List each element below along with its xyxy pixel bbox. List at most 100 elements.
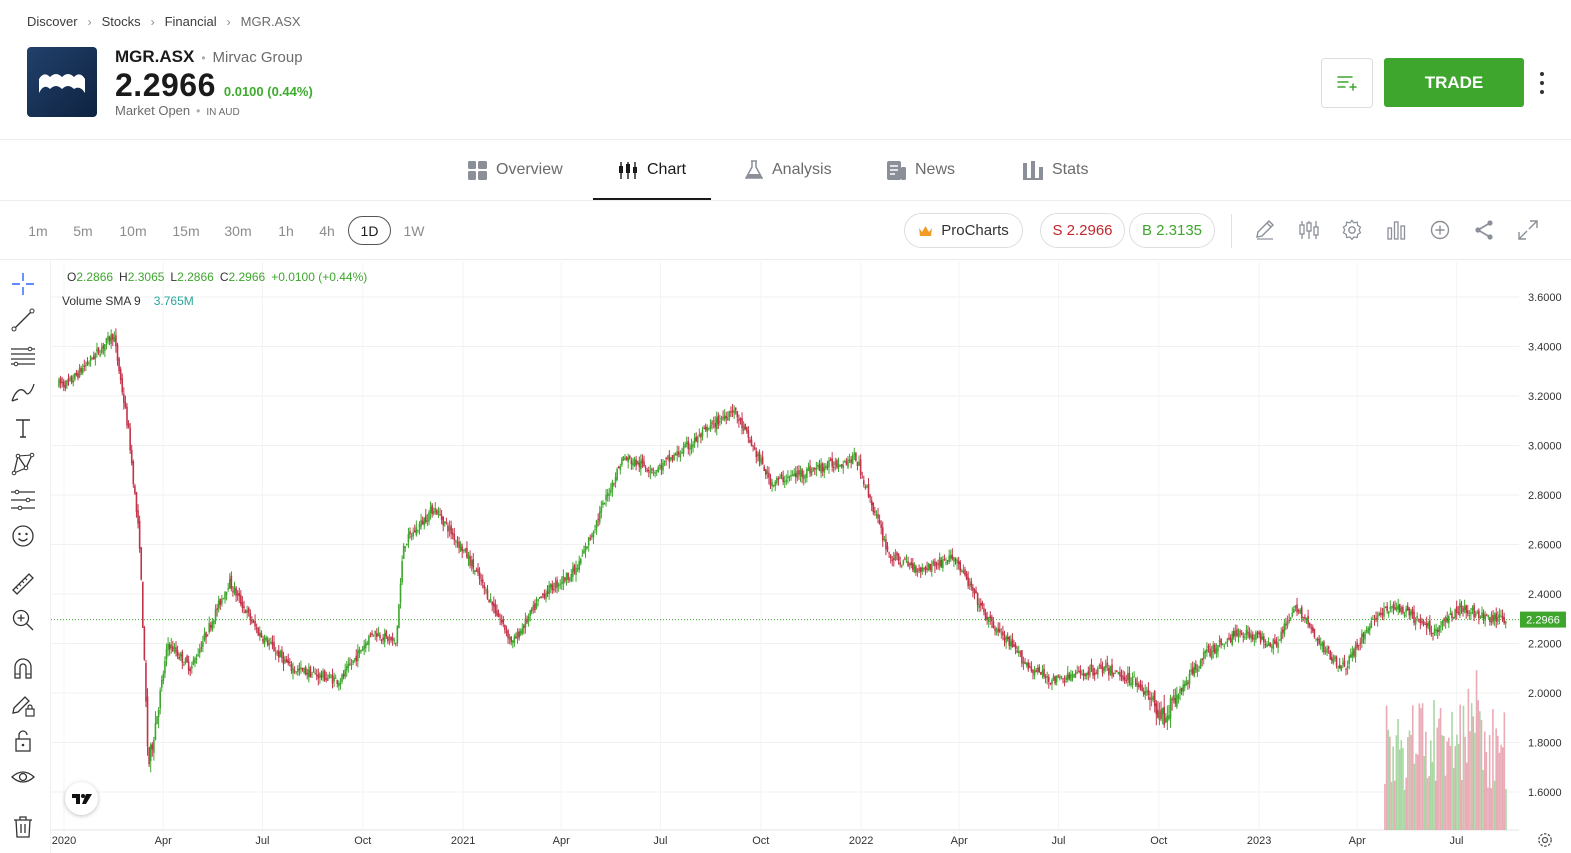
interval-1m[interactable]: 1m (28, 222, 48, 239)
candle-body (706, 427, 709, 432)
magnet-icon[interactable] (9, 655, 37, 683)
candle-body (455, 540, 457, 542)
candle-body (246, 610, 248, 613)
candle-body (997, 628, 999, 632)
candle-body (614, 477, 617, 483)
add-circle-icon[interactable] (1428, 218, 1452, 242)
brush-icon[interactable] (9, 378, 37, 406)
candle-body (678, 451, 680, 455)
text-icon[interactable] (9, 414, 37, 442)
volume-bar (1503, 712, 1506, 830)
candle-body (1280, 631, 1283, 641)
candle-body (1236, 629, 1238, 636)
trend-line-icon[interactable] (9, 306, 37, 334)
price-chart[interactable]: 3.6000 3.4000 3.2000 3.0000 2.8000 2.6000 2.40… (51, 262, 1571, 853)
candle-body (1497, 616, 1499, 622)
breadcrumb-stocks[interactable]: Stocks (101, 14, 141, 29)
interval-1d[interactable]: 1D (348, 216, 391, 245)
candle-body (1337, 666, 1339, 668)
candle-body (323, 670, 326, 681)
candle-body (66, 380, 68, 386)
candle-body (361, 648, 364, 652)
forecast-icon[interactable] (9, 486, 37, 514)
candle-body (319, 673, 321, 678)
candle-body (1389, 607, 1392, 610)
tab-analysis[interactable]: Analysis (745, 140, 832, 200)
candle-body (1108, 668, 1110, 676)
candle-body (88, 362, 90, 364)
breadcrumb-financial[interactable]: Financial (164, 14, 217, 29)
lock-icon[interactable] (9, 727, 37, 755)
ruler-icon[interactable] (9, 570, 37, 598)
candle-body (888, 552, 890, 554)
candle-body (1462, 607, 1464, 613)
procharts-button[interactable]: ProCharts (904, 213, 1023, 248)
candle-body (461, 546, 463, 552)
tab-label: Chart (647, 161, 687, 178)
fullscreen-icon[interactable] (1516, 218, 1540, 242)
candle-body (1059, 676, 1061, 679)
candle-body (546, 591, 549, 594)
candle-body (1394, 607, 1396, 610)
interval-4h[interactable]: 4h (319, 222, 335, 239)
lock-pencil-icon[interactable] (9, 691, 37, 719)
more-vertical-icon[interactable] (1535, 70, 1549, 96)
candle-body (962, 570, 965, 573)
candle-body (659, 465, 661, 467)
sell-price-button[interactable]: S 2.2966 (1040, 213, 1125, 248)
volume-bar (1449, 746, 1452, 830)
candle-body (1070, 673, 1072, 681)
candle-body (330, 676, 332, 678)
candle-body (1357, 644, 1360, 646)
interval-15m[interactable]: 15m (172, 222, 200, 239)
tradingview-logo-icon[interactable] (65, 782, 98, 815)
add-to-watchlist-button[interactable] (1321, 58, 1373, 108)
zoom-in-icon[interactable] (9, 606, 37, 634)
chart-settings-icon[interactable] (1537, 832, 1553, 848)
candle-body (1263, 636, 1265, 643)
breadcrumb-discover[interactable]: Discover (27, 14, 78, 29)
pencil-icon[interactable] (1253, 218, 1277, 242)
candle-body (776, 477, 778, 484)
chevron-right-icon: › (150, 14, 155, 29)
candle-body (225, 591, 228, 595)
interval-1w[interactable]: 1W (403, 222, 425, 239)
interval-5m[interactable]: 5m (73, 222, 93, 239)
candle-body (1141, 684, 1143, 692)
candle-body (271, 641, 274, 646)
candle-body (747, 430, 750, 438)
tab-stats[interactable]: Stats (1023, 140, 1088, 200)
settings-icon[interactable] (1340, 218, 1364, 242)
candle-body (889, 555, 892, 559)
horizontal-lines-icon[interactable] (9, 342, 37, 370)
candle-body (908, 563, 911, 566)
candle-body (1441, 621, 1444, 626)
legend-low-value: 2.2866 (177, 270, 214, 284)
crosshair-icon[interactable] (9, 270, 37, 298)
bars-icon[interactable] (1384, 218, 1408, 242)
volume-bar (1392, 746, 1394, 830)
tab-overview[interactable]: Overview (468, 140, 563, 200)
candle-body (110, 334, 112, 344)
share-icon[interactable] (1472, 218, 1496, 242)
interval-10m[interactable]: 10m (119, 222, 147, 239)
candle-body (829, 459, 832, 461)
candle-body (458, 541, 460, 548)
buy-price-button[interactable]: B 2.3135 (1129, 213, 1215, 248)
tab-news[interactable]: News (887, 140, 955, 200)
eye-icon[interactable] (9, 763, 37, 791)
breadcrumb: Discover › Stocks › Financial › MGR.ASX (27, 14, 301, 29)
candle-body (1229, 638, 1232, 643)
trade-button[interactable]: TRADE (1384, 58, 1524, 107)
trash-icon[interactable] (9, 813, 37, 841)
interval-30m[interactable]: 30m (224, 222, 252, 239)
candle-body (600, 507, 603, 513)
emoji-icon[interactable] (9, 522, 37, 550)
indicators-icon[interactable] (1297, 218, 1321, 242)
tab-chart[interactable]: Chart (592, 140, 712, 200)
current-price: 2.2966 (115, 67, 216, 103)
interval-1h[interactable]: 1h (278, 222, 294, 239)
candle-body (78, 367, 81, 377)
pattern-icon[interactable] (9, 450, 37, 478)
candle-body (1361, 633, 1363, 644)
